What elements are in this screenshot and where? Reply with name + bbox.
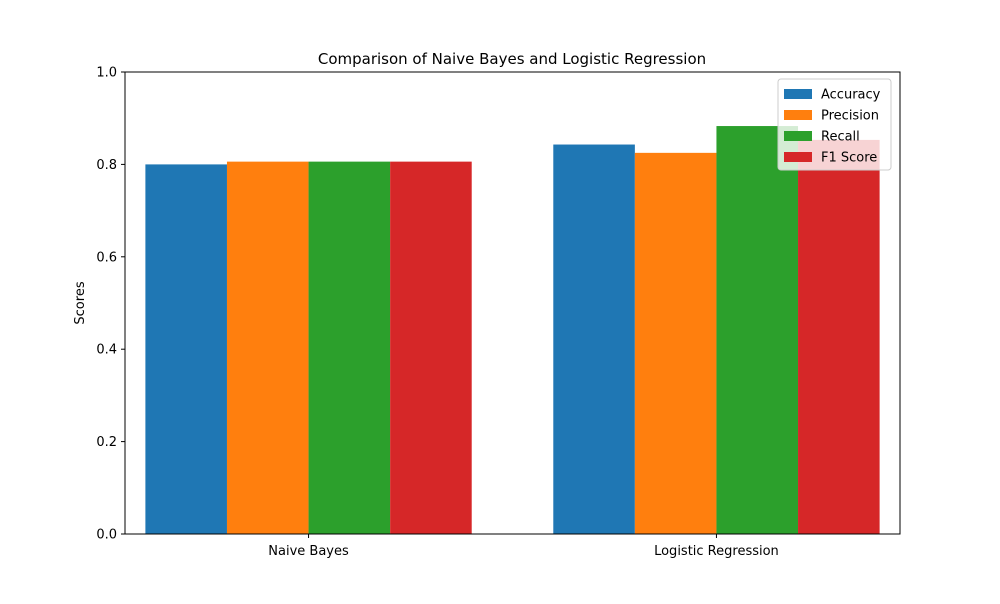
legend-box [777, 78, 892, 171]
legend-label-f1-score: F1 Score [821, 151, 877, 166]
y-tick-label: 1.0 [96, 66, 117, 81]
legend-swatch-accuracy [784, 89, 812, 99]
y-tick-label: 0.2 [96, 435, 117, 450]
bar-precision-0 [226, 161, 309, 534]
bar-accuracy-0 [145, 164, 227, 534]
legend: Accuracy Precision Recall F1 Score [777, 78, 892, 171]
chart-title: Comparison of Naive Bayes and Logistic R… [318, 50, 706, 68]
y-tick-label: 0.4 [96, 343, 117, 358]
legend-swatch-recall [784, 131, 812, 141]
legend-label-recall: Recall [821, 130, 860, 145]
y-tick-label: 0.6 [96, 250, 117, 265]
bar-recall-0 [308, 161, 391, 534]
x-tick-label: Logistic Regression [654, 544, 779, 559]
bar-f1-score-0 [390, 161, 472, 534]
bar-f1-score-1 [798, 139, 880, 534]
x-tick-label: Naive Bayes [268, 544, 349, 559]
bar-recall-1 [716, 126, 799, 535]
legend-swatch-f1-score [784, 152, 812, 162]
bar-accuracy-1 [553, 144, 635, 534]
y-axis: 0.0 0.2 0.4 0.6 0.8 1.0 [96, 66, 125, 543]
legend-label-accuracy: Accuracy [821, 88, 881, 103]
y-tick-label: 0.8 [96, 158, 117, 173]
y-axis-label: Scores [73, 281, 88, 324]
bar-precision-1 [634, 152, 717, 534]
legend-swatch-precision [784, 110, 812, 120]
plot-frame [124, 71, 901, 535]
x-axis: Naive Bayes Logistic Regression [268, 534, 779, 559]
bars-layer [145, 126, 880, 535]
legend-label-precision: Precision [821, 109, 879, 124]
y-tick-label: 0.0 [96, 528, 117, 543]
